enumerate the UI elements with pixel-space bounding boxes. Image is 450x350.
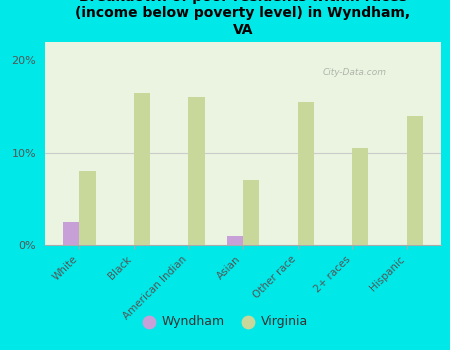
Bar	[189, 97, 205, 245]
Bar	[227, 236, 243, 245]
Bar	[297, 102, 314, 245]
Bar	[134, 93, 150, 245]
Title: Breakdown of poor residents within races
(income below poverty level) in Wyndham: Breakdown of poor residents within races…	[76, 0, 410, 37]
Bar	[407, 116, 423, 245]
Bar	[63, 222, 79, 245]
Bar	[352, 148, 369, 245]
Text: City-Data.com: City-Data.com	[322, 68, 386, 77]
Text: Wyndham: Wyndham	[162, 315, 225, 329]
Text: Virginia: Virginia	[261, 315, 308, 329]
Bar	[243, 180, 259, 245]
Bar	[79, 171, 96, 245]
